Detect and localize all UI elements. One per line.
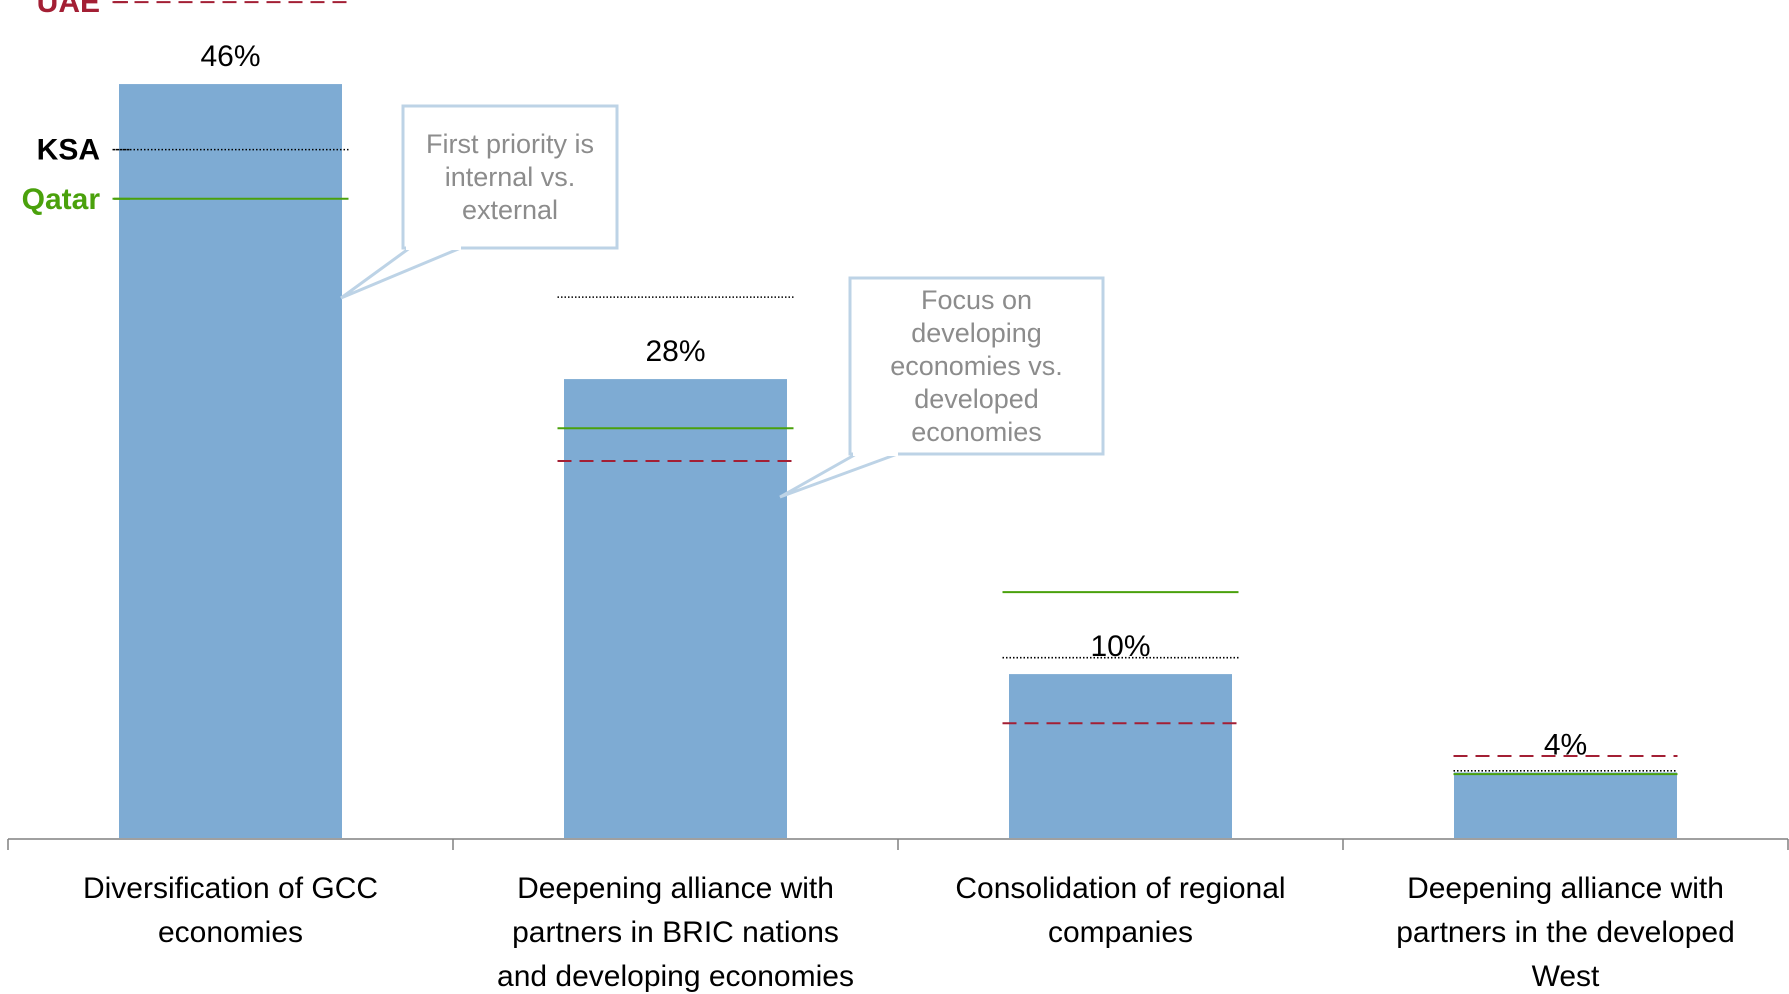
value-label-4: 4% xyxy=(1544,728,1587,761)
legend-uae: UAE xyxy=(37,0,100,19)
country-lines-layer xyxy=(112,1,1678,776)
callout-2: Focus on developing economies vs. developed… xyxy=(779,276,1105,499)
legend-layer: UAE KSA Qatar xyxy=(22,0,130,216)
callout-box xyxy=(848,276,1105,456)
category-label-4: Deepening alliance with partners in the d… xyxy=(1396,872,1735,993)
callout-pointer xyxy=(779,451,901,499)
value-label-3: 10% xyxy=(1090,630,1150,663)
callouts-layer: First priority is internal vs. external Foc… xyxy=(340,104,1105,499)
category-labels-layer: Diversification of GCC economies Deepening… xyxy=(83,872,1735,993)
value-labels-layer: 46% 28% 10% 4% xyxy=(200,40,1587,761)
bar-3 xyxy=(1009,674,1232,838)
category-label-1: Diversification of GCC economies xyxy=(83,872,378,949)
x-axis xyxy=(7,838,1789,850)
value-label-2: 28% xyxy=(645,335,705,368)
value-label-1: 46% xyxy=(200,40,260,73)
bar-2 xyxy=(564,379,787,838)
callout-text: Focus on developing economies vs. developed… xyxy=(890,285,1063,447)
callout-box xyxy=(401,104,619,250)
category-label-2: Deepening alliance with partners in BRIC … xyxy=(497,872,854,993)
bar-4 xyxy=(1454,772,1677,838)
category-label-3: Consolidation of regional companies xyxy=(955,872,1285,949)
legend-ksa: KSA xyxy=(37,134,100,167)
callout-1: First priority is internal vs. external xyxy=(340,104,619,300)
callout-pointer xyxy=(340,245,464,300)
callout-text: First priority is internal vs. external xyxy=(426,129,594,225)
bars-layer xyxy=(119,84,1677,838)
bar-1 xyxy=(119,84,342,838)
legend-qatar: Qatar xyxy=(22,183,101,216)
